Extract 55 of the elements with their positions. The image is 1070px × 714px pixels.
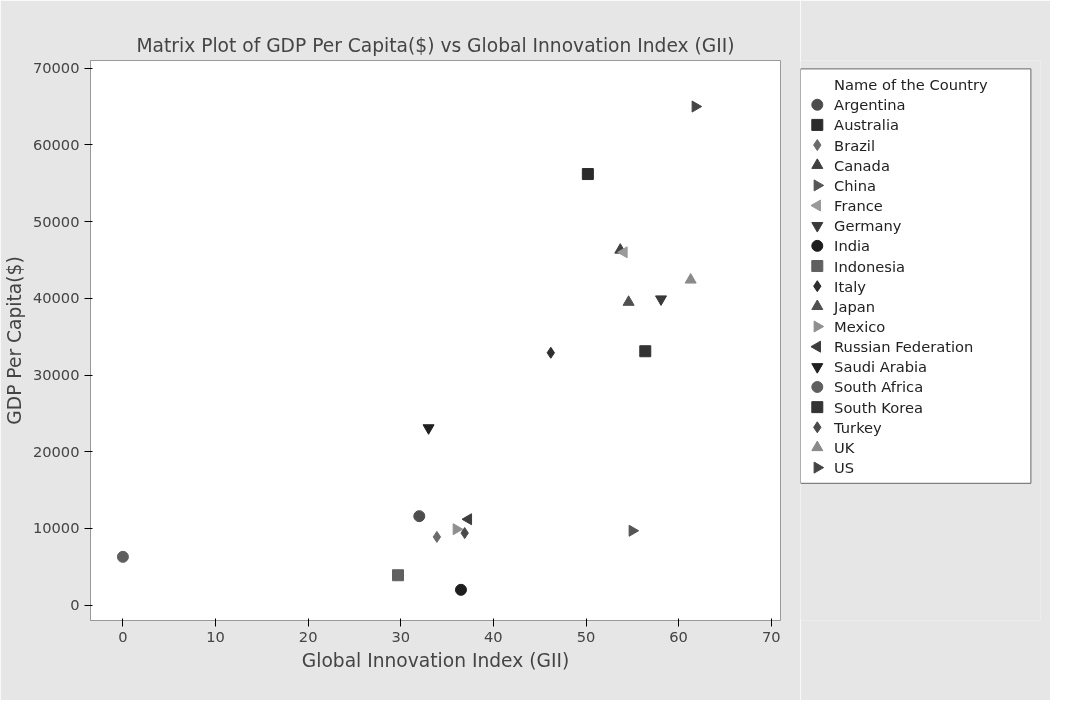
x-tick-label: 10: [206, 627, 225, 645]
x-tick-label: 30: [391, 627, 411, 645]
y-tick-label: 50000: [32, 212, 80, 230]
y-tick-label: 10000: [32, 519, 80, 537]
x-tick-label: 60: [669, 627, 688, 645]
legend-label: Brazil: [834, 136, 876, 154]
legend-label: Russian Federation: [834, 338, 974, 356]
legend-label: Japan: [833, 297, 875, 315]
point: [391, 569, 404, 582]
legend-label: France: [834, 197, 883, 215]
point: [639, 345, 652, 358]
x-tick-label: 50: [576, 627, 596, 645]
point: [684, 273, 697, 284]
y-tick-label: 20000: [32, 442, 80, 460]
point: [432, 530, 442, 543]
legend-label: India: [834, 237, 871, 255]
legend-label: Australia: [834, 116, 899, 134]
y-tick-label: 60000: [32, 135, 80, 153]
point: [655, 295, 668, 306]
point: [622, 295, 635, 306]
point: [116, 550, 129, 563]
point: [422, 424, 435, 435]
point: [628, 524, 640, 537]
legend-label: South Korea: [834, 398, 923, 416]
y-tick-label: 40000: [32, 289, 80, 307]
x-tick-label: 70: [761, 627, 781, 645]
point: [454, 583, 467, 596]
legend-label: Argentina: [834, 96, 906, 114]
y-tick-label: 70000: [32, 59, 80, 77]
legend-label: Turkey: [833, 418, 883, 436]
legend-label: Mexico: [834, 318, 886, 335]
legend-label: South Africa: [834, 378, 924, 396]
y-tick-label: 30000: [32, 366, 80, 384]
legend-label: US: [834, 459, 855, 477]
point: [691, 100, 703, 113]
legend-label: Indonesia: [834, 257, 905, 275]
x-axis-title: Global Innovation Index (GII): [301, 649, 570, 671]
point: [461, 513, 473, 526]
legend-label: Germany: [834, 217, 902, 235]
x-tick-label: 20: [298, 627, 318, 645]
x-tick-label: 40: [484, 627, 503, 645]
point: [617, 246, 628, 259]
point: [452, 523, 464, 536]
point: [413, 510, 426, 523]
point: [581, 168, 594, 181]
y-tick-label: 0: [70, 596, 80, 614]
legend-label: UK: [834, 438, 855, 456]
legend-label: Italy: [834, 277, 867, 295]
x-tick-label: 0: [118, 627, 128, 645]
legend-label: China: [834, 176, 876, 194]
y-axis-title: GDP Per Capita($): [3, 256, 25, 425]
legend-label: Saudi Arabia: [834, 358, 928, 376]
legend-label: Canada: [834, 156, 890, 174]
chart-title: Matrix Plot of GDP Per Capita($) vs Global Innovation Index (GII): [136, 34, 735, 56]
legend-title: Name of the Country: [834, 76, 989, 94]
